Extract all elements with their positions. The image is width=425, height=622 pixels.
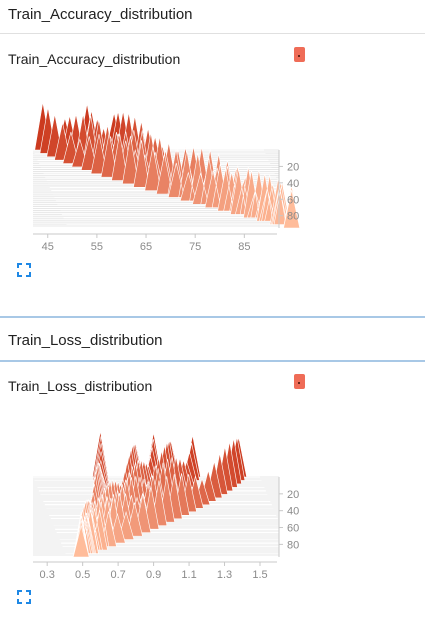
card-title: Train_Loss_distribution (8, 378, 153, 394)
x-tick-label: 55 (91, 241, 103, 253)
step-tick-label: 80 (287, 211, 299, 223)
step-tick-label: 80 (287, 539, 299, 551)
step-tick-label: 60 (287, 194, 299, 206)
histogram-slice (68, 181, 301, 229)
card-title: Train_Accuracy_distribution (8, 51, 181, 67)
x-tick-label: 1.1 (181, 569, 196, 581)
step-tick-label: 40 (287, 506, 299, 518)
section-title: Train_Accuracy_distribution (8, 6, 193, 23)
x-tick-label: 1.3 (217, 569, 232, 581)
section-title: Train_Loss_distribution (8, 332, 163, 349)
histogram-slice (67, 511, 294, 558)
x-tick-label: 85 (238, 241, 250, 253)
x-tick-label: 0.9 (146, 569, 161, 581)
x-tick-label: 75 (189, 241, 201, 253)
dropdown-menu-icon[interactable] (294, 47, 305, 62)
step-tick-label: 20 (287, 161, 299, 173)
step-tick-label: 40 (287, 178, 299, 190)
x-tick-label: 65 (140, 241, 152, 253)
x-tick-label: 1.5 (252, 569, 267, 581)
step-tick-label: 60 (287, 523, 299, 535)
x-tick-label: 45 (42, 241, 54, 253)
fullscreen-expand-icon[interactable] (17, 263, 31, 277)
histogram-slices (33, 431, 294, 558)
histogram-slices (33, 102, 301, 229)
dropdown-menu-icon[interactable] (294, 374, 305, 389)
section-divider (0, 316, 425, 318)
x-tick-label: 0.5 (75, 569, 90, 581)
section-header-train-loss[interactable]: Train_Loss_distribution (0, 326, 425, 362)
step-tick-label: 20 (287, 489, 299, 501)
distribution-chart-train-loss: 0.3 0.5 0.7 0.9 1.1 1.3 1.5 20 40 60 80 (33, 431, 299, 581)
distribution-chart-train-accuracy: 45 55 65 75 85 20 40 60 80 (33, 102, 301, 253)
fullscreen-expand-icon[interactable] (17, 590, 31, 604)
x-tick-label: 0.3 (40, 569, 55, 581)
section-header-train-accuracy[interactable]: Train_Accuracy_distribution (0, 0, 425, 34)
x-tick-label: 0.7 (110, 569, 125, 581)
